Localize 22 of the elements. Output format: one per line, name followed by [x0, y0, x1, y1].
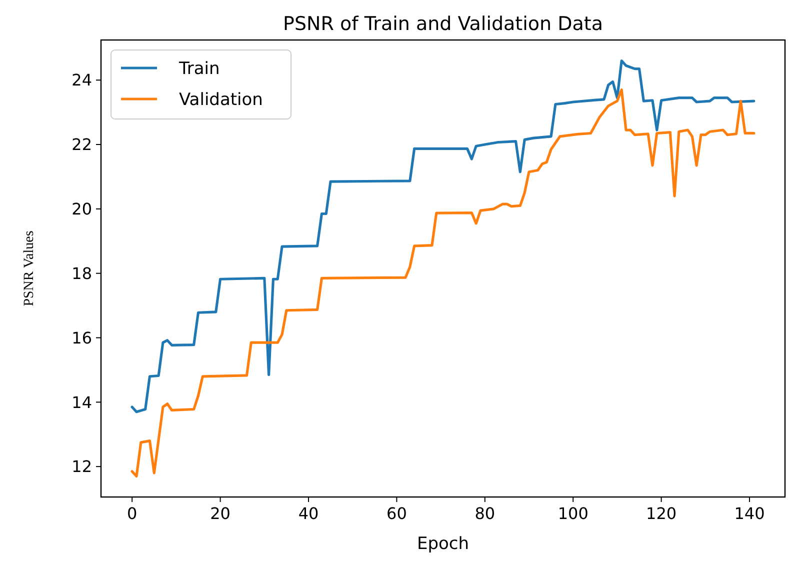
- y-axis-title: PSNR Values: [22, 230, 37, 306]
- x-tick-label: 0: [126, 504, 138, 523]
- y-tick-label: 16: [72, 328, 92, 348]
- y-tick-label: 20: [72, 200, 92, 219]
- legend-label: Validation: [179, 90, 263, 110]
- x-tick-label: 100: [558, 504, 588, 523]
- y-tick-label: 22: [72, 135, 92, 154]
- x-axis-title: Epoch: [416, 534, 470, 554]
- x-tick-label: 60: [386, 504, 407, 523]
- line-series: [130, 59, 756, 414]
- x-tick-label: 20: [210, 504, 230, 523]
- x-tick-label: 140: [734, 504, 765, 523]
- chart-title: PSNR of Train and Validation Data: [283, 13, 603, 35]
- y-tick-label: 24: [72, 70, 92, 90]
- y-tick-label: 18: [72, 264, 92, 283]
- y-tick-label: 14: [72, 392, 92, 412]
- legend-label: Train: [178, 58, 220, 79]
- y-tick-label: 12: [72, 457, 92, 476]
- x-tick-label: 80: [474, 504, 496, 523]
- x-tick-label: 40: [298, 504, 319, 523]
- line-series: [130, 88, 756, 478]
- x-tick-label: 120: [646, 504, 677, 523]
